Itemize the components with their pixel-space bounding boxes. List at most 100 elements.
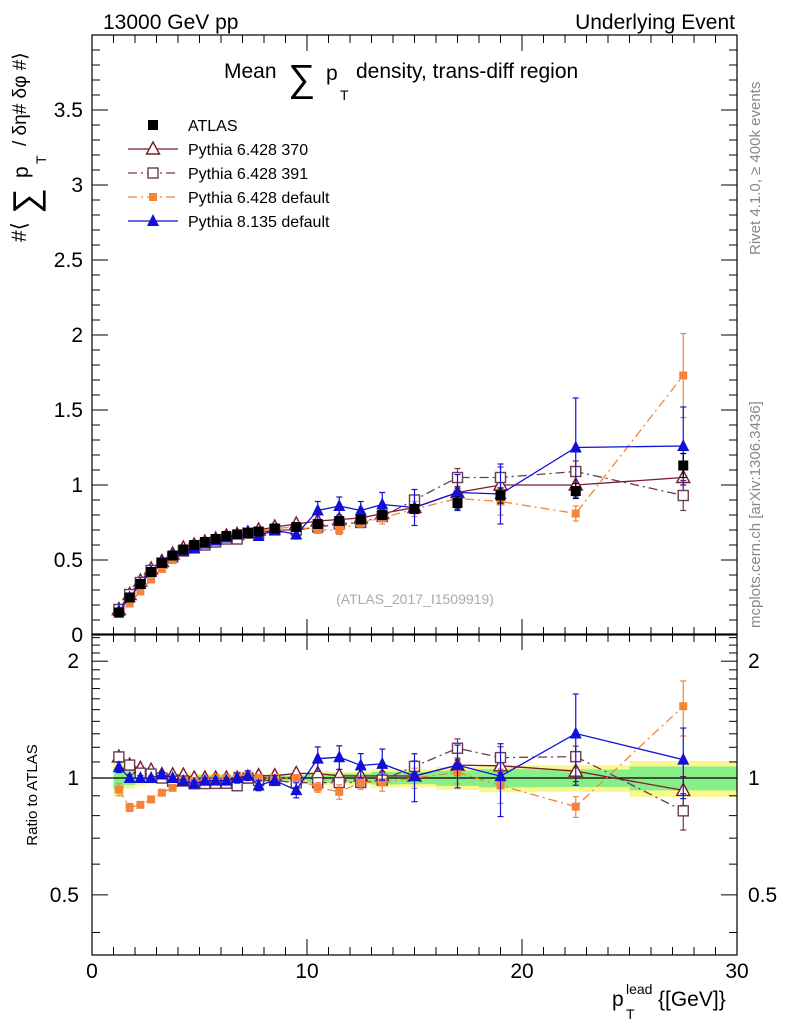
- legend-item: ATLAS: [148, 118, 238, 135]
- ratio-point: [313, 783, 322, 792]
- ratio-point: [241, 768, 254, 781]
- legend-label: Pythia 6.428 391: [188, 166, 308, 183]
- xlabel-sub: T: [626, 1006, 635, 1022]
- data-point: [124, 592, 135, 603]
- legend-label: Pythia 6.428 370: [188, 142, 308, 159]
- ratio-point: [157, 788, 166, 797]
- ylabel-rest: / δη# δφ #⟩: [10, 52, 31, 146]
- series-line: [118, 375, 684, 615]
- data-point: [409, 504, 420, 514]
- chart-title: Mean ∑ p T density, trans-diff region: [224, 58, 578, 103]
- ratio-point: [145, 771, 158, 784]
- ratio-point: [376, 756, 389, 769]
- legend-marker: [147, 167, 159, 179]
- ylabel-sub: T: [33, 155, 49, 164]
- header-left: 13000 GeV pp: [103, 11, 238, 34]
- ratio-point: [311, 751, 324, 764]
- data-point: [570, 486, 581, 496]
- ratio-panel-frame: [91, 633, 738, 956]
- data-point: [333, 499, 346, 511]
- x-tick-label: 30: [725, 960, 748, 983]
- ratio-y-label: Ratio to ATLAS: [24, 744, 41, 845]
- ratio-point: [209, 773, 222, 786]
- ratio-point: [268, 773, 281, 786]
- ratio-point: [290, 783, 303, 796]
- title-sigma: ∑: [288, 58, 315, 100]
- ratio-tick-label-right: 0.5: [748, 884, 777, 907]
- legend-label: Pythia 6.428 default: [188, 190, 330, 207]
- series-line: [118, 445, 684, 612]
- data-point: [334, 516, 345, 526]
- data-point: [678, 460, 689, 471]
- data-point: [377, 510, 388, 520]
- data-point: [311, 503, 324, 516]
- analysis-watermark: (ATLAS_2017_I1509919): [336, 591, 494, 607]
- ratio-data: [111, 680, 691, 831]
- y-tick-label: 0: [71, 624, 83, 647]
- legend-marker: [149, 193, 157, 201]
- data-point: [569, 440, 582, 453]
- data-point: [355, 514, 366, 525]
- data-point: [146, 567, 157, 577]
- ratio-point: [166, 771, 179, 784]
- ratio-series-pythia-8-135-default: [112, 693, 690, 818]
- y-tick-label: 0.5: [54, 549, 83, 572]
- ratio-point: [378, 778, 387, 787]
- ratio-point: [677, 752, 690, 765]
- y-tick-label: 2: [71, 324, 83, 347]
- data-point: [199, 537, 210, 547]
- data-point: [269, 523, 280, 534]
- main-panel-frame: [91, 34, 738, 636]
- ratio-point: [136, 800, 145, 809]
- data-point: [167, 550, 178, 561]
- data-point: [291, 522, 302, 532]
- ratio-point: [168, 783, 177, 792]
- axis-tick-labels: 0 10 20 30 0 0.5 1 1.5 2 2.5 3 3.5 0.5 0.5 1 1 2 2: [50, 99, 777, 983]
- ratio-point: [114, 785, 123, 794]
- ratio-point: [125, 803, 134, 812]
- ratio-point: [147, 795, 156, 804]
- data-point: [495, 490, 506, 501]
- legend-item: Pythia 6.428 391: [128, 166, 308, 183]
- data-point: [156, 558, 167, 568]
- y-tick-label: 1: [71, 474, 83, 497]
- data-point: [335, 526, 344, 534]
- ylabel-p: p: [10, 166, 33, 178]
- data-point: [189, 540, 200, 550]
- ratio-point: [451, 758, 464, 771]
- ratio-point: [356, 778, 365, 787]
- ratio-point: [571, 802, 580, 811]
- x-axis-label: p T lead {[GeV]}: [612, 981, 726, 1022]
- legend-label: Pythia 8.135 default: [188, 214, 330, 231]
- legend-label: ATLAS: [188, 118, 238, 135]
- ratio-series-line: [118, 705, 684, 809]
- x-tick-label: 10: [295, 960, 318, 983]
- ylabel-open: #⟨: [8, 222, 31, 242]
- ratio-point: [177, 774, 190, 787]
- ratio-tick-label-right: 2: [748, 650, 760, 673]
- legend-marker: [145, 140, 161, 155]
- data-point: [571, 509, 580, 518]
- y-tick-label: 3: [71, 174, 83, 197]
- ratio-point: [231, 771, 244, 784]
- legend-item: Pythia 6.428 370: [128, 140, 308, 159]
- title-pre: Mean: [224, 60, 277, 83]
- main-data: [111, 332, 691, 618]
- data-point: [157, 565, 166, 573]
- data-point: [452, 498, 463, 508]
- data-point: [135, 579, 146, 589]
- ylabel-sigma: ∑: [5, 188, 46, 214]
- data-point: [147, 575, 156, 584]
- data-point: [253, 526, 264, 537]
- legend: ATLAS Pythia 6.428 370 Pythia 6.428 391 Pyt…: [128, 118, 330, 231]
- header-right: Underlying Event: [575, 11, 735, 34]
- y-tick-label: 3.5: [54, 99, 83, 122]
- ratio-point: [335, 787, 344, 796]
- legend-item: Pythia 8.135 default: [128, 214, 330, 231]
- data-point: [113, 607, 124, 618]
- xlabel-rest: {[GeV]}: [658, 988, 726, 1011]
- data-point: [290, 527, 303, 540]
- x-tick-label: 20: [510, 960, 533, 983]
- ratio-point: [134, 771, 147, 784]
- legend-item: Pythia 6.428 default: [128, 190, 330, 207]
